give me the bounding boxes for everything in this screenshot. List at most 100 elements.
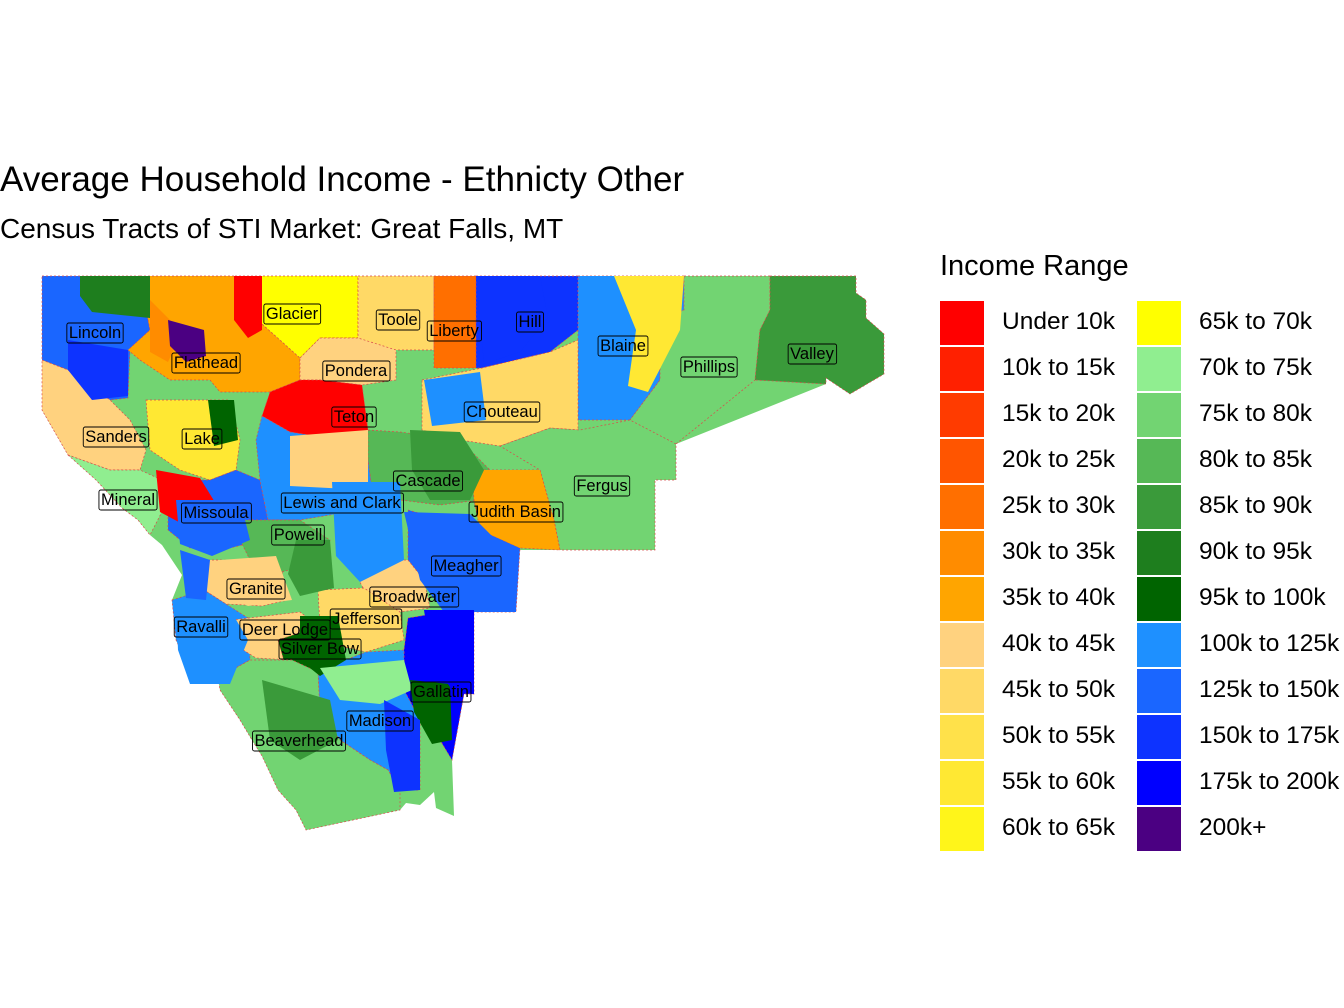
county-name: Gallatin [413, 683, 469, 701]
legend-swatch [940, 531, 984, 575]
legend-item: 90k to 95k [1137, 531, 1334, 577]
legend-swatch [1137, 715, 1181, 759]
county-label-sanders: Sanders [82, 426, 150, 448]
tract-patch [234, 276, 262, 338]
legend-swatch [1137, 393, 1181, 437]
legend-item: 60k to 65k [940, 807, 1137, 853]
county-label-mineral: Mineral [98, 489, 158, 511]
county-label-box [463, 401, 541, 423]
tract-patch [68, 340, 128, 400]
legend-label: 15k to 20k [1002, 400, 1116, 427]
map-subtitle: Census Tracts of STI Market: Great Falls… [0, 213, 564, 244]
county-label-deer-lodge: Deer Lodge [239, 619, 331, 641]
county-name: Lake [184, 430, 220, 448]
legend-label: 80k to 85k [1199, 446, 1313, 473]
county-label-broadwater: Broadwater [369, 586, 460, 608]
legend-item: 25k to 30k [940, 485, 1137, 531]
county-label-phillips: Phillips [680, 356, 738, 378]
county-label-gallatin: Gallatin [410, 681, 472, 703]
county-label-glacier: Glacier [263, 303, 322, 325]
legend-swatch [940, 439, 984, 483]
legend-item: Under 10k [940, 301, 1137, 347]
county-name: Beaverhead [255, 732, 344, 750]
county-name: Teton [334, 408, 374, 426]
legend-item: 70k to 75k [1137, 347, 1334, 393]
tract-patch [180, 550, 210, 600]
county-name: Blaine [600, 337, 646, 355]
legend-swatch [1137, 347, 1181, 391]
county-label-granite: Granite [226, 578, 286, 600]
county-name: Missoula [183, 504, 249, 522]
legend-swatch [940, 623, 984, 667]
county-label-box [430, 555, 502, 577]
county-name: Madison [349, 712, 411, 730]
county-label-teton: Teton [331, 406, 377, 428]
legend-label: 175k to 200k [1199, 768, 1340, 795]
county-label-box [322, 360, 391, 382]
legend-item: 95k to 100k [1137, 577, 1334, 623]
county-label-box [82, 426, 150, 448]
county-label-judith-basin: Judith Basin [468, 501, 564, 523]
county-label-valley: Valley [787, 343, 838, 365]
legend-swatch [1137, 439, 1181, 483]
county-name: Broadwater [372, 588, 457, 606]
county-name: Liberty [429, 322, 479, 340]
legend-item: 30k to 35k [940, 531, 1137, 577]
county-label-silver-bow: Silver Bow [278, 638, 362, 660]
legend-label: 45k to 50k [1002, 676, 1116, 703]
legend-label: Under 10k [1002, 308, 1116, 335]
county-name: Ravalli [176, 618, 226, 636]
legend-label: 65k to 70k [1199, 308, 1313, 335]
legend-label: 100k to 125k [1199, 630, 1340, 657]
tract-patch [176, 500, 250, 556]
legend-label: 90k to 95k [1199, 538, 1313, 565]
tract-patch [384, 700, 420, 792]
legend-item: 100k to 125k [1137, 623, 1339, 669]
tract-patch [290, 430, 368, 490]
legend-label: 55k to 60k [1002, 768, 1116, 795]
county-name: Fergus [576, 477, 627, 495]
legend-swatch [940, 669, 984, 713]
county-name: Toole [378, 311, 417, 329]
legend-item: 20k to 25k [940, 439, 1137, 485]
county-label-flathead: Flathead [171, 352, 241, 374]
tract-patch [176, 606, 248, 684]
county-label-box [346, 710, 414, 732]
county-label-box [66, 322, 124, 344]
legend-item: 15k to 20k [940, 393, 1137, 439]
tract-patch [424, 372, 486, 426]
county-label-jefferson: Jefferson [329, 608, 403, 630]
county-name: Glacier [266, 305, 319, 323]
tract-patch [410, 680, 452, 744]
tract-patch [332, 482, 404, 582]
legend-swatch [940, 577, 984, 621]
legend-label: 200k+ [1199, 814, 1267, 841]
legend-swatch [940, 807, 984, 851]
tract-patch [288, 540, 334, 596]
choropleth-map: Lincoln Flathead Glacier Toole Liberty Hill Bl… [41, 275, 885, 831]
county-label-ravalli: Ravalli [173, 616, 229, 638]
tract-patch [614, 276, 684, 392]
tract-patch [208, 400, 238, 446]
legend-swatch [1137, 577, 1181, 621]
county-label-box [252, 730, 346, 752]
county-label-liberty: Liberty [426, 320, 482, 342]
legend-item: 200k+ [1137, 807, 1334, 853]
county-label-box [280, 492, 404, 514]
county-name: Pondera [325, 362, 388, 380]
county-label-box [392, 470, 464, 492]
county-label-missoula: Missoula [180, 502, 252, 524]
tract-patch [476, 276, 548, 364]
county-area [299, 337, 397, 386]
county-label-toole: Toole [375, 309, 421, 331]
legend-swatch [940, 485, 984, 529]
county-label-chouteau: Chouteau [463, 401, 541, 423]
county-label-box [680, 356, 738, 378]
legend-item: 80k to 85k [1137, 439, 1334, 485]
county-label-box [226, 578, 286, 600]
tract-patch [476, 470, 552, 548]
legend-label: 150k to 175k [1199, 722, 1340, 749]
legend-label: 30k to 35k [1002, 538, 1116, 565]
county-label-box [369, 586, 460, 608]
county-name: Jefferson [332, 610, 400, 628]
